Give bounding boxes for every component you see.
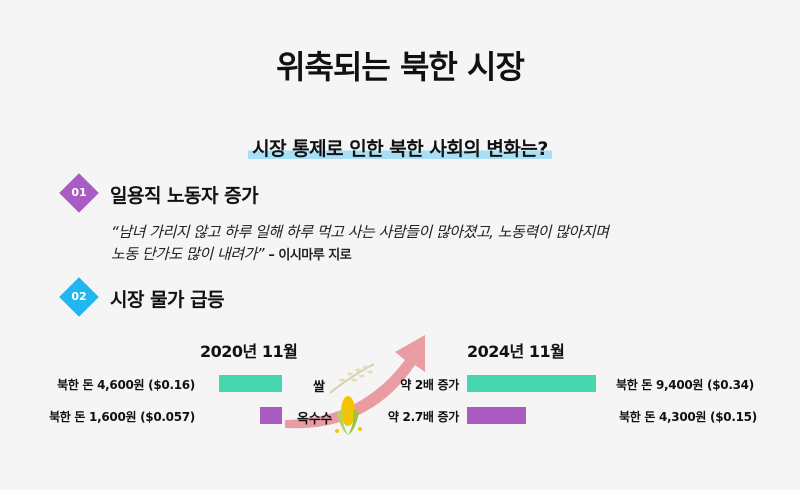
quote-attribution: – 이시마루 지로 — [268, 248, 352, 263]
period-label-2020: 2020년 11월 — [200, 342, 298, 361]
badge-number: 02 — [71, 290, 87, 303]
category-label: 쌀 — [313, 380, 325, 395]
bar-2024 — [467, 407, 526, 424]
value-label-2020: 북한 돈 4,600원 ($0.16) — [57, 378, 195, 392]
category-label: 옥수수 — [297, 412, 332, 427]
badge-number: 01 — [71, 186, 87, 199]
quote-line: “남녀 가리지 않고 하루 일해 하루 먹고 사는 사람들이 많아졌고, 노동력… — [111, 223, 609, 241]
section-heading: 시장 물가 급등 — [110, 289, 225, 311]
subtitle: 시장 통제로 인한 북한 사회의 변화는? — [248, 134, 552, 161]
change-label: 약 2배 증가 — [400, 378, 459, 392]
section-heading: 일용직 노동자 증가 — [110, 185, 259, 207]
period-label-2024: 2024년 11월 — [467, 342, 565, 361]
bar-2024 — [467, 375, 596, 392]
corn-icon — [335, 396, 362, 435]
change-label: 약 2.7배 증가 — [387, 410, 459, 424]
quote-text: 노동 단가도 많이 내려가” — [111, 245, 265, 263]
value-label-2020: 북한 돈 1,600원 ($0.057) — [49, 410, 195, 424]
quote-line-2: 노동 단가도 많이 내려가” – 이시마루 지로 — [111, 243, 352, 264]
value-label-2024: 북한 돈 9,400원 ($0.34) — [616, 378, 754, 392]
bar-2020 — [218, 375, 282, 392]
page-title: 위축되는 북한 시장 — [276, 48, 525, 86]
bar-2020 — [260, 407, 282, 424]
value-label-2024: 북한 돈 4,300원 ($0.15) — [619, 410, 757, 424]
subtitle-container: 시장 통제로 인한 북한 사회의 변화는? — [0, 134, 800, 161]
rice-icon — [329, 363, 375, 394]
